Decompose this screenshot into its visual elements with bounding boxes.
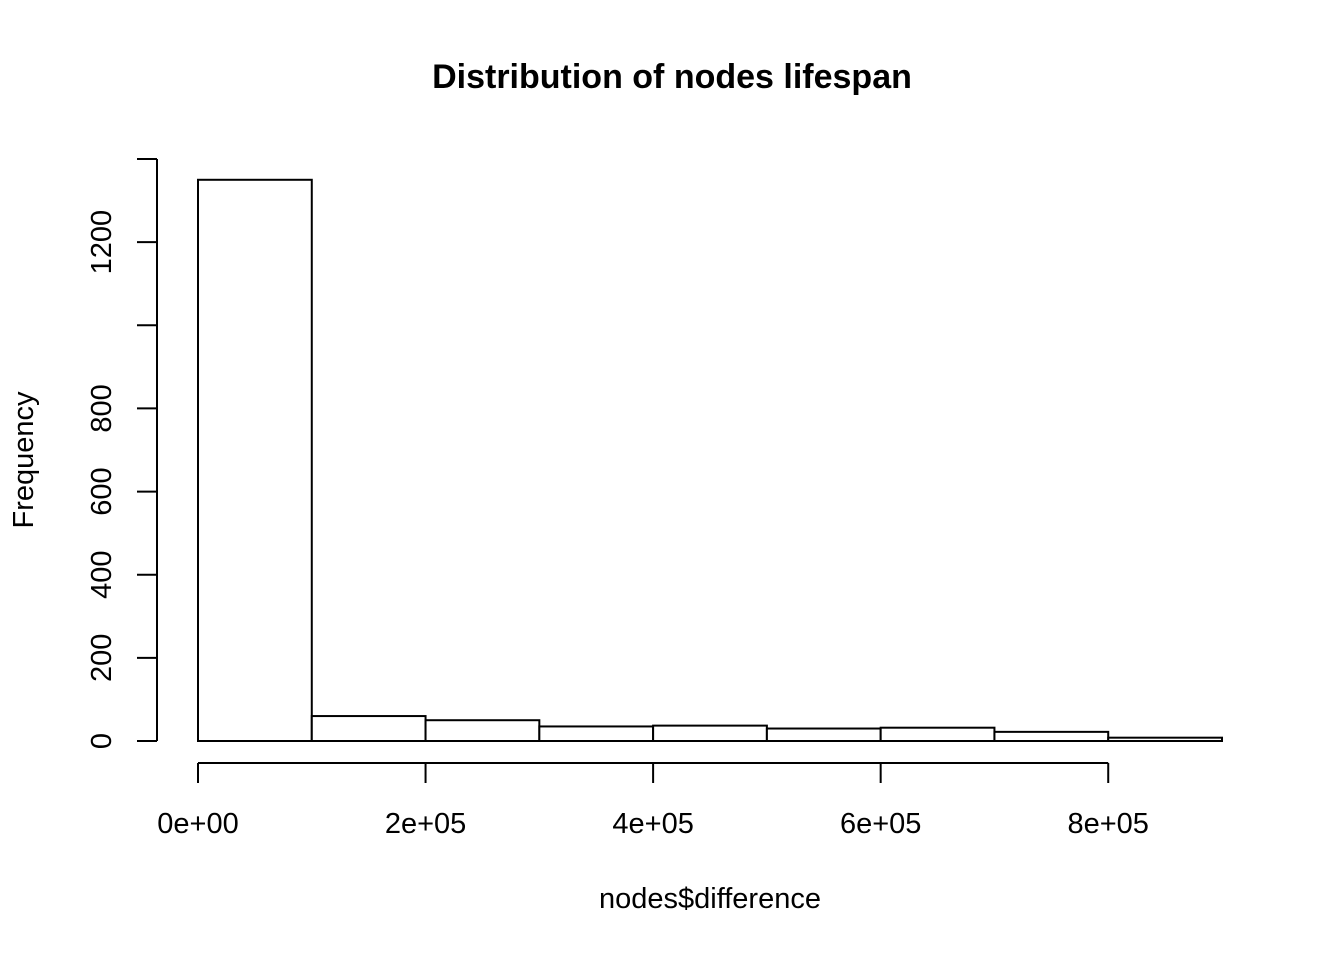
histogram-bar	[879, 726, 996, 743]
y-tick-label: 0	[86, 733, 118, 749]
histogram-bar	[310, 715, 427, 742]
histogram-bar	[765, 727, 882, 742]
x-tick-label: 0e+00	[157, 808, 238, 840]
histogram-bar	[993, 730, 1110, 743]
y-tick-label: 400	[86, 551, 118, 599]
histogram-bar	[197, 178, 313, 743]
chart-title: Distribution of nodes lifespan	[432, 58, 912, 96]
x-tick-label: 2e+05	[385, 808, 466, 840]
y-tick-label: 1200	[86, 210, 118, 275]
y-tick-label: 200	[86, 634, 118, 682]
x-tick-label: 8e+05	[1067, 808, 1148, 840]
x-tick-label: 6e+05	[840, 808, 921, 840]
histogram-bar	[652, 724, 768, 743]
y-axis: 0 200 400 600 800 1200	[86, 158, 158, 749]
x-tick-label: 4e+05	[612, 808, 693, 840]
histogram-bars	[197, 178, 1223, 743]
y-tick-label: 800	[86, 384, 118, 432]
y-tick-label: 600	[86, 467, 118, 515]
histogram-bar	[538, 725, 655, 743]
x-axis-label: nodes$difference	[599, 883, 821, 915]
histogram-bar	[1107, 736, 1223, 742]
x-axis: 0e+00 2e+05 4e+05 6e+05 8e+05	[157, 762, 1149, 840]
histogram-bar	[424, 719, 541, 743]
